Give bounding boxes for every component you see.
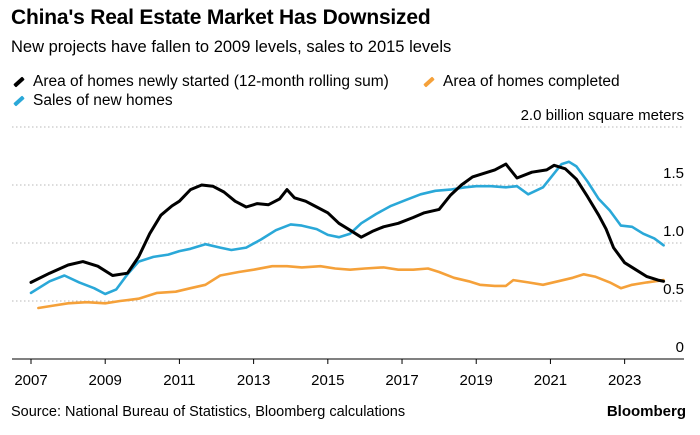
- x-tick-label: 2017: [385, 372, 418, 389]
- source-note: Source: National Bureau of Statistics, B…: [11, 404, 406, 420]
- series-line-homes-completed: [37, 264, 665, 310]
- x-tick-label: 2015: [311, 372, 344, 389]
- x-tick-label: 2011: [163, 372, 195, 389]
- x-tick-label: 2007: [14, 372, 47, 389]
- legend-item-homes-completed: Area of homes completed: [423, 73, 620, 91]
- legend-item-homes-started: Area of homes newly started (12-month ro…: [13, 73, 389, 91]
- x-tick-label: 2021: [534, 372, 567, 389]
- bloomberg-logo: Bloomberg: [606, 403, 686, 420]
- x-tick-label: 2013: [237, 372, 270, 389]
- legend-label-homes-started: Area of homes newly started (12-month ro…: [33, 73, 389, 90]
- chart-subtitle: New projects have fallen to 2009 levels,…: [11, 38, 452, 56]
- x-tick-label: 2019: [460, 372, 493, 389]
- legend-item-sales: Sales of new homes: [13, 92, 173, 110]
- y-tick-label: 1.0: [663, 223, 684, 240]
- y-tick-label: 1.5: [663, 165, 684, 182]
- series-line-homes-started: [29, 162, 666, 284]
- legend-label-sales: Sales of new homes: [33, 92, 173, 109]
- chart-title: China's Real Estate Market Has Downsized: [11, 6, 431, 29]
- series-line-sales: [29, 160, 665, 296]
- y-tick-label: 0.5: [663, 281, 684, 298]
- x-tick-label: 2023: [608, 372, 641, 389]
- x-tick-label: 2009: [89, 372, 122, 389]
- legend-label-homes-completed: Area of homes completed: [443, 73, 620, 90]
- y-tick-label: 0: [676, 339, 684, 356]
- y-axis-unit-label: 2.0 billion square meters: [521, 107, 684, 124]
